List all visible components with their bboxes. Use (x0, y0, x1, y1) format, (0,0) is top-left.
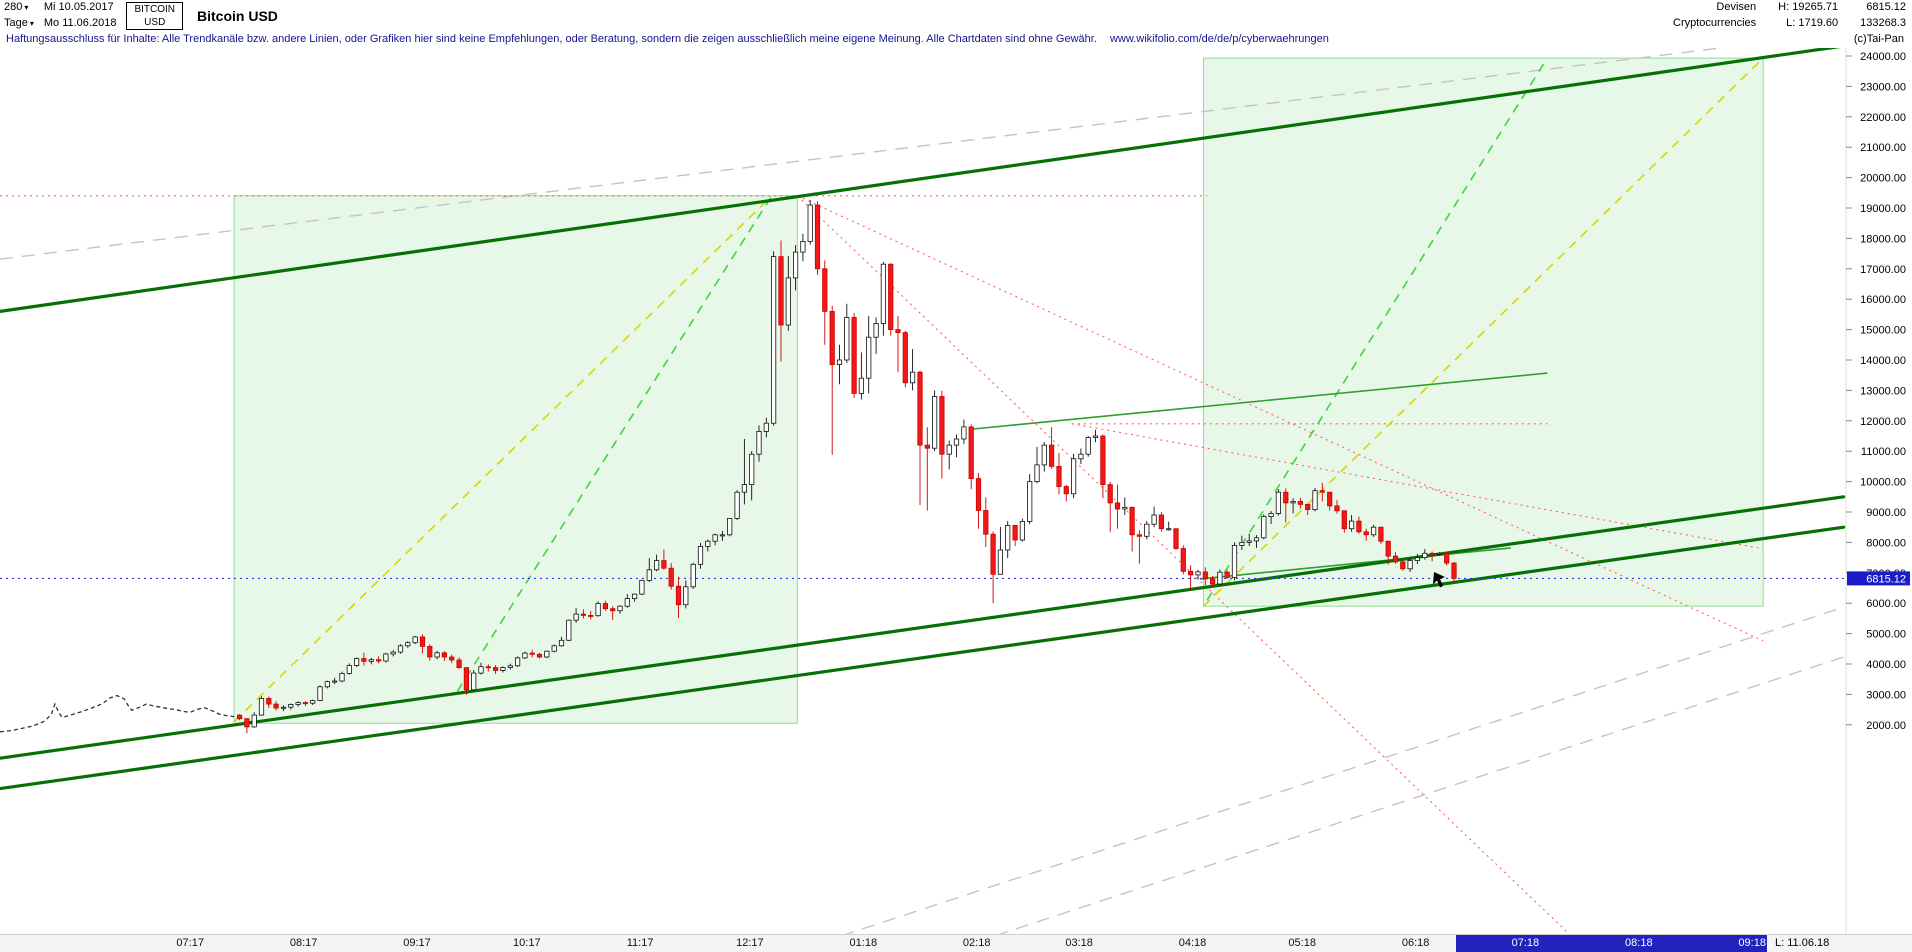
time-tick-label: 12:17 (736, 937, 764, 949)
price-tick-label: 19000.00 (1860, 203, 1906, 215)
time-tick-label: 04:18 (1178, 937, 1207, 949)
future-period-zone (1455, 935, 1767, 952)
symbol-currency: USD (144, 17, 166, 28)
price-tick-label: 6000.00 (1866, 598, 1906, 610)
period-dropdown[interactable]: Tage ▾ (4, 17, 34, 30)
time-tick-label: 08:18 (1625, 937, 1653, 949)
time-tick-label: 03:18 (1065, 937, 1093, 949)
subcategory-label: Cryptocurrencies (1673, 17, 1757, 29)
price-tick-label: 15000.00 (1860, 325, 1906, 337)
cursor-arrow (1433, 572, 1445, 588)
price-chart[interactable]: 24000.00 23000.00 22000.00 21000.00 20000.00… (0, 48, 1912, 934)
header: 280 ▾ Tage ▾ Mi 10.05.2017 Mo 11.06.2018 B… (0, 0, 1912, 30)
minor-trendlines (972, 372, 1548, 580)
price-tick-label: 11000.00 (1861, 446, 1906, 458)
time-tick-label: 08:17 (289, 937, 318, 949)
time-tick-label: 05:18 (1288, 937, 1316, 949)
end-date: Mo 11.06.2018 (43, 17, 117, 29)
time-tick-label: 06:18 (1401, 937, 1430, 949)
period-high: H: 19265.71 (1778, 1, 1839, 13)
time-tick-label: 07:18 (1511, 937, 1540, 949)
price-tick-label: 12000.00 (1860, 416, 1906, 428)
price-tick-label: 5000.00 (1866, 629, 1906, 641)
header-right: Devisen Cryptocurrencies H: 19265.71 L: … (1673, 1, 1906, 30)
chart-area[interactable]: 24000.00 23000.00 22000.00 21000.00 20000.00… (0, 48, 1912, 934)
price-tick-label: 14000.00 (1860, 355, 1906, 367)
price-tick-label: 23000.00 (1860, 81, 1906, 93)
time-tick-label: 09:17 (403, 937, 431, 949)
price-tick-label: 18000.00 (1860, 233, 1906, 245)
green-dashed-trendlines (456, 57, 1548, 692)
volume-value: 133268.3 (1860, 17, 1906, 29)
time-tick-label: 07:17 (176, 937, 204, 949)
region-2017-advance (233, 195, 798, 724)
time-axis[interactable]: L: 11.06.18 07:17 08:17 09:17 10:17 11:17 12:… (0, 934, 1912, 952)
price-tick-label: 24000.00 (1860, 51, 1906, 63)
price-tick-label: 9000.00 (1866, 507, 1906, 519)
price-axis[interactable]: 24000.00 23000.00 22000.00 21000.00 20000.00… (1845, 48, 1910, 934)
time-tick-label: 10:17 (513, 937, 541, 949)
time-tick-label: 01:18 (849, 937, 878, 949)
period-low: L: 1719.60 (1786, 17, 1839, 29)
candles (236, 199, 1457, 734)
chart-title: Bitcoin USD (197, 7, 278, 24)
copyright-label: (c)Tai-Pan (1853, 33, 1904, 45)
price-tick-label: 2000.00 (1866, 720, 1906, 732)
time-tick-label: 02:18 (962, 937, 991, 949)
price-tick-label: 21000.00 (1860, 142, 1906, 154)
last-price-value: 6815.12 (1866, 1, 1906, 13)
yellow-dashed-trendlines (233, 57, 1764, 723)
chevron-down-icon: ▾ (24, 3, 29, 12)
bars-count-dropdown[interactable]: 280 ▾ (4, 1, 34, 14)
price-tick-label: 8000.00 (1866, 537, 1906, 549)
trend-channel (0, 48, 1846, 791)
chevron-down-icon: ▾ (29, 19, 34, 28)
disclaimer-bar: Haftungsausschluss für Inhalte: Alle Tre… (0, 30, 1912, 48)
early-history-line (0, 694, 235, 733)
red-dotted-lines (0, 195, 1764, 934)
last-price-tag (1847, 571, 1910, 586)
wikifolio-link[interactable]: www.wikifolio.com/de/de/p/cyberwaehrunge… (1109, 33, 1329, 45)
shaded-regions (233, 57, 1764, 724)
price-tick-label: 10000.00 (1860, 477, 1906, 489)
price-tick-label: 16000.00 (1860, 294, 1906, 306)
symbol-ticker: BITCOIN (134, 4, 176, 15)
price-tick-label: 20000.00 (1860, 173, 1906, 185)
price-tick-label: 17000.00 (1860, 264, 1906, 276)
last-date-label: L: 11.06.18 (1775, 937, 1830, 949)
period-value: Tage (4, 17, 28, 29)
last-price-tag-value: 6815.12 (1866, 573, 1906, 585)
category-label: Devisen (1716, 1, 1757, 13)
time-tick-label: 09:18 (1738, 937, 1766, 949)
price-tick-label: 22000.00 (1860, 112, 1906, 124)
gray-dashed-lines (0, 48, 1844, 934)
price-tick-label: 13000.00 (1860, 385, 1906, 397)
time-tick-label: 11:17 (626, 937, 654, 949)
price-tick-label: 3000.00 (1866, 689, 1906, 701)
bars-count-value: 280 (4, 1, 23, 13)
header-left: 280 ▾ Tage ▾ Mi 10.05.2017 Mo 11.06.2018 B… (4, 1, 278, 30)
symbol-box: BITCOIN USD (126, 2, 184, 30)
start-date: Mi 10.05.2017 (43, 1, 114, 13)
disclaimer-text: Haftungsausschluss für Inhalte: Alle Tre… (6, 33, 1097, 45)
price-tick-label: 4000.00 (1866, 659, 1906, 671)
